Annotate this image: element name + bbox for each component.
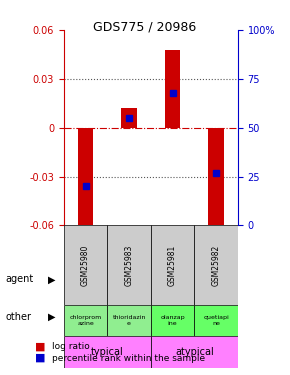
FancyBboxPatch shape xyxy=(64,225,107,305)
Text: thioridazin
e: thioridazin e xyxy=(112,315,146,326)
Text: log ratio: log ratio xyxy=(52,342,90,351)
FancyBboxPatch shape xyxy=(194,225,238,305)
FancyBboxPatch shape xyxy=(151,225,194,305)
Text: GSM25982: GSM25982 xyxy=(211,245,221,286)
Text: GSM25981: GSM25981 xyxy=(168,245,177,286)
Text: other: other xyxy=(6,312,32,322)
FancyBboxPatch shape xyxy=(194,305,238,336)
Text: quetiapi
ne: quetiapi ne xyxy=(203,315,229,326)
Text: GSM25983: GSM25983 xyxy=(124,244,134,286)
Text: ■: ■ xyxy=(35,353,45,363)
Text: GDS775 / 20986: GDS775 / 20986 xyxy=(93,21,197,34)
Text: atypical: atypical xyxy=(175,347,214,357)
Bar xyxy=(165,50,180,128)
Text: ▶: ▶ xyxy=(48,312,55,322)
Text: ▶: ▶ xyxy=(48,274,55,284)
Text: typical: typical xyxy=(91,347,124,357)
Bar xyxy=(78,128,93,234)
FancyBboxPatch shape xyxy=(107,225,151,305)
Text: agent: agent xyxy=(6,274,34,284)
FancyBboxPatch shape xyxy=(64,305,107,336)
FancyBboxPatch shape xyxy=(107,305,151,336)
Bar xyxy=(209,128,224,234)
FancyBboxPatch shape xyxy=(151,336,238,368)
Text: ■: ■ xyxy=(35,342,45,352)
Text: GSM25980: GSM25980 xyxy=(81,244,90,286)
Text: olanzap
ine: olanzap ine xyxy=(160,315,185,326)
FancyBboxPatch shape xyxy=(64,336,151,368)
FancyBboxPatch shape xyxy=(151,305,194,336)
Bar xyxy=(122,108,137,128)
Text: chlorprom
azine: chlorprom azine xyxy=(69,315,102,326)
Text: percentile rank within the sample: percentile rank within the sample xyxy=(52,354,205,363)
